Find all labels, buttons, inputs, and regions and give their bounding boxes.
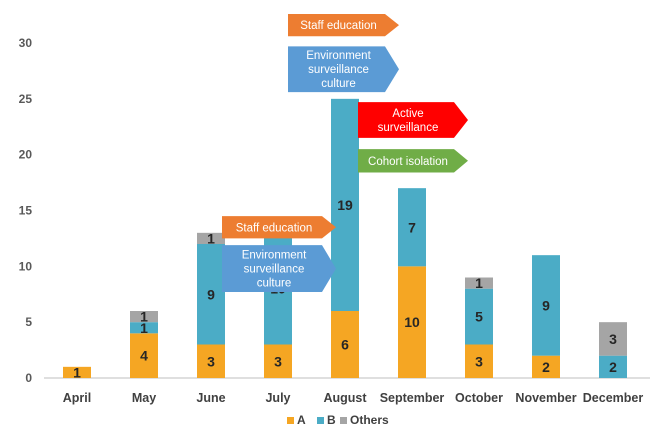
bar-segment-b [532, 255, 560, 356]
x-tick-label: August [323, 391, 367, 405]
annotation-label: Staff education [300, 20, 377, 32]
x-tick-label: September [380, 391, 445, 405]
y-tick-label: 20 [19, 148, 33, 162]
x-tick-label: April [63, 391, 91, 405]
annotation-label: Environment surveillance culture [242, 250, 307, 290]
data-label: 3 [609, 331, 617, 347]
annotation-arrow [222, 216, 336, 239]
data-label: 10 [404, 314, 420, 330]
bar-segment-a [398, 266, 426, 378]
annotation-arrow [358, 149, 468, 173]
data-label: 19 [337, 197, 353, 213]
x-tick-label: May [132, 391, 156, 405]
data-label: 5 [475, 309, 483, 325]
bar-segment-others [197, 232, 225, 244]
bar-segment-a [130, 333, 158, 378]
x-tick-label: June [196, 391, 225, 405]
data-label: 3 [475, 353, 483, 369]
legend-label: A [297, 413, 306, 427]
data-label: 7 [408, 219, 416, 235]
annotation-arrow [288, 13, 399, 37]
x-axis-labels: April May June July August September October No… [63, 391, 644, 405]
y-axis-ticks: 0 5 10 15 20 25 30 [19, 36, 33, 385]
annotation-arrow [222, 245, 336, 293]
legend: A B Others [287, 413, 389, 427]
data-label: 3 [207, 353, 215, 369]
data-label: 3 [274, 353, 282, 369]
annotation-label: Environment surveillance culture [306, 50, 371, 90]
x-tick-label: July [265, 391, 290, 405]
data-label: 2 [542, 359, 550, 375]
data-label: 6 [341, 337, 349, 353]
bar-segment-a [532, 355, 560, 378]
legend-label: B [327, 413, 336, 427]
bar-segment-b [599, 355, 627, 378]
annotations: Staff education Environment surveillance cu… [222, 13, 468, 293]
legend-swatch [340, 417, 347, 424]
y-tick-label: 25 [19, 92, 33, 106]
legend-label: Others [350, 413, 389, 427]
annotation-arrow [288, 46, 399, 93]
bar-segment-b [398, 188, 426, 267]
bars: 14113913106191073512923 [63, 98, 627, 380]
y-tick-label: 30 [19, 36, 33, 50]
data-label: 2 [609, 359, 617, 375]
data-label: 1 [475, 275, 483, 291]
bar-segment-others [599, 322, 627, 356]
annotation-label: Active surveillance [378, 108, 439, 134]
bar-segment-a [264, 344, 292, 378]
bar-segment-a [197, 344, 225, 378]
data-label: 1 [140, 309, 148, 325]
bar-segment-a [331, 311, 359, 378]
annotation-label: Staff education [236, 222, 313, 234]
y-tick-label: 0 [25, 371, 32, 385]
bar-segment-others [465, 277, 493, 289]
bar-segment-b [197, 244, 225, 345]
bar-segment-a [465, 344, 493, 378]
legend-swatch [287, 417, 294, 424]
legend-item-a: A [287, 413, 306, 427]
data-label: 9 [542, 297, 550, 313]
data-label: 9 [207, 286, 215, 302]
legend-item-others: Others [340, 413, 389, 427]
bar-segment-a [63, 366, 91, 378]
bar-segment-b [331, 98, 359, 311]
x-tick-label: October [455, 391, 503, 405]
data-label: 1 [73, 364, 81, 380]
x-tick-label: December [583, 391, 644, 405]
bar-segment-others [130, 311, 158, 323]
data-label: 1 [207, 230, 215, 246]
x-tick-label: November [515, 391, 576, 405]
data-label: 4 [140, 348, 148, 364]
annotation-label: Cohort isolation [368, 156, 448, 168]
annotation-arrow [358, 102, 468, 138]
y-tick-label: 15 [19, 204, 33, 218]
y-tick-label: 5 [25, 315, 32, 329]
bar-segment-b [130, 322, 158, 334]
bar-segment-b [465, 288, 493, 345]
legend-swatch [317, 417, 324, 424]
data-label: 1 [140, 320, 148, 336]
y-tick-label: 10 [19, 259, 33, 273]
legend-item-b: B [317, 413, 336, 427]
